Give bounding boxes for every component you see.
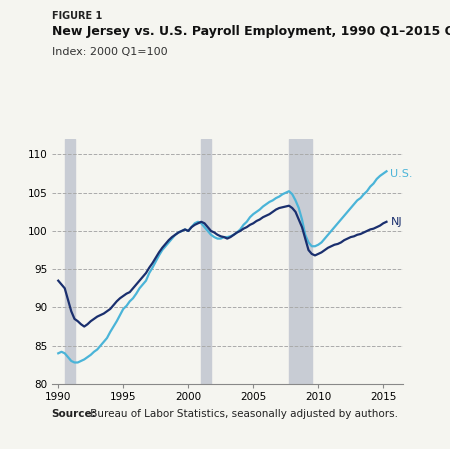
Text: U.S.: U.S.: [391, 169, 413, 179]
Bar: [65, 139, 75, 384]
Bar: [201, 139, 211, 384]
Text: NJ: NJ: [391, 217, 402, 227]
Text: FIGURE 1: FIGURE 1: [52, 11, 102, 21]
Text: Bureau of Labor Statistics, seasonally adjusted by authors.: Bureau of Labor Statistics, seasonally a…: [87, 409, 398, 418]
Bar: [289, 139, 312, 384]
Text: New Jersey vs. U.S. Payroll Employment, 1990 Q1–2015 Q2: New Jersey vs. U.S. Payroll Employment, …: [52, 25, 450, 38]
Text: Source:: Source:: [52, 409, 96, 418]
Text: Index: 2000 Q1=100: Index: 2000 Q1=100: [52, 47, 167, 57]
